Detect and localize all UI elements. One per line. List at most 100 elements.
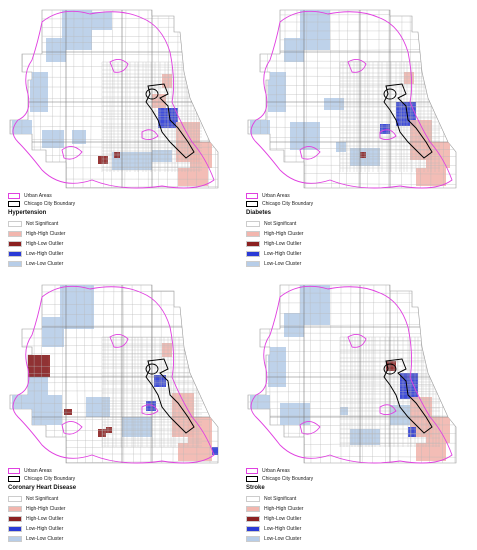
legend-title: Coronary Heart Disease [8,485,77,491]
legend-label: Low-High Outlier [26,250,64,257]
legend-swatch [246,260,260,267]
chicago-city-boundary [145,83,195,159]
choropleth-map-hypertension [9,9,219,189]
tract-cell-ll [324,98,344,110]
legend-row-category: High-Low Outlier [246,515,301,522]
urban-area-outlines [250,10,453,189]
tract-cell-hh [188,417,212,443]
legend-label: High-Low Outlier [264,515,302,522]
tract-cell-ll [30,72,48,112]
tract-cell-ll [42,317,64,347]
legend-row-category: Low-Low Cluster [8,260,63,267]
choropleth-map-chd [9,284,219,464]
tract-cell-ll [336,142,346,152]
legend-row-boundary: Urban Areas [246,192,290,199]
choropleth-map-stroke [247,284,457,464]
legend-swatch [8,230,22,237]
urban-area-outlines [250,285,453,464]
legend-swatch [246,525,260,532]
tract-cell-ll [72,130,86,144]
legend-swatch [8,525,22,532]
legend-row-category: Not Significant [8,495,58,502]
tract-cell-ll [12,395,32,409]
legend-label: Low-Low Cluster [26,260,64,267]
legend-row-category: High-High Cluster [246,505,303,512]
legend-swatch [8,535,22,542]
legend-row-category: Low-High Outlier [246,525,301,532]
legend-label: Chicago City Boundary [262,200,314,207]
legend-row-category: High-Low Outlier [8,515,63,522]
tract-cell-lh [408,427,416,437]
legend-row-category: Low-Low Cluster [8,535,63,542]
legend-swatch [8,475,20,482]
legend-swatch [8,192,20,199]
legend-title: Stroke [246,485,265,491]
legend-swatch [246,240,260,247]
legend-row-boundary: Urban Areas [246,467,290,474]
legend-swatch [246,467,258,474]
legend-swatch [246,250,260,257]
legend-label: High-Low Outlier [26,240,64,247]
legend-label: Not Significant [26,495,59,502]
legend-label: Not Significant [264,220,297,227]
legend-row-boundary: Chicago City Boundary [246,200,313,207]
legend-swatch [246,495,260,502]
map-panel-diabetes: Urban Areas Chicago City Boundary Diabetes… [240,2,476,274]
tract-cell-hl [98,156,108,164]
tract-cell-ll [350,429,380,445]
legend-row-boundary: Chicago City Boundary [246,475,313,482]
tract-cell-ll [300,285,330,325]
tract-cell-ll [300,10,330,50]
legend-swatch [8,240,22,247]
legend-row-category: Low-Low Cluster [246,535,301,542]
tract-cell-lh [212,447,218,455]
tract-cell-hh [178,168,208,186]
tract-cell-ll [32,395,62,425]
legend-label: Urban Areas [262,192,290,199]
legend-row-boundary: Urban Areas [8,192,52,199]
tract-cell-ll [290,122,320,150]
legend-label: Not Significant [264,495,297,502]
tract-cell-hh [416,443,446,461]
legend-row-category: Not Significant [8,220,58,227]
legend-label: High-High Cluster [26,505,66,512]
legend-row-category: Not Significant [246,495,296,502]
urban-area-outlines [12,285,215,464]
legend-swatch [246,192,258,199]
legend-row-category: High-Low Outlier [246,240,301,247]
legend-label: Low-High Outlier [26,525,64,532]
tract-cell-ll [60,285,94,329]
legend-swatch [8,467,20,474]
legend-swatch [246,515,260,522]
tract-cell-hh [152,94,166,108]
tract-cell-hh [426,142,450,168]
urban-area-outlines [12,10,215,189]
legend-swatch [246,475,258,482]
legend-swatch [8,200,20,207]
choropleth-map-diabetes [247,9,457,189]
legend-row-category: High-High Cluster [8,505,65,512]
tract-cell-hl [22,355,50,377]
legend-row-category: Low-High Outlier [8,525,63,532]
legend-swatch [8,260,22,267]
legend-row-category: Low-High Outlier [8,250,63,257]
tract-cell-hh [426,417,450,443]
legend-label: High-High Cluster [26,230,66,237]
legend-row-category: Low-Low Cluster [246,260,301,267]
legend-label: Low-Low Cluster [264,535,302,542]
legend-swatch [8,220,22,227]
chicago-city-boundary [383,83,433,159]
legend-label: Urban Areas [24,192,52,199]
map-panel-hypertension: Urban Areas Chicago City Boundary Hyperten… [2,2,238,274]
legend-row-category: High-Low Outlier [8,240,63,247]
tract-cell-hl [360,152,366,158]
legend-title: Hypertension [8,210,47,216]
legend-label: Urban Areas [262,467,290,474]
legend-row-category: High-High Cluster [8,230,65,237]
legend-label: High-High Cluster [264,230,304,237]
legend-row-category: High-High Cluster [246,230,303,237]
legend-label: Chicago City Boundary [24,200,76,207]
legend-diabetes: Urban Areas Chicago City Boundary Diabetes… [246,192,446,272]
tract-cell-hl [64,409,72,415]
tract-cell-ll [284,313,304,337]
